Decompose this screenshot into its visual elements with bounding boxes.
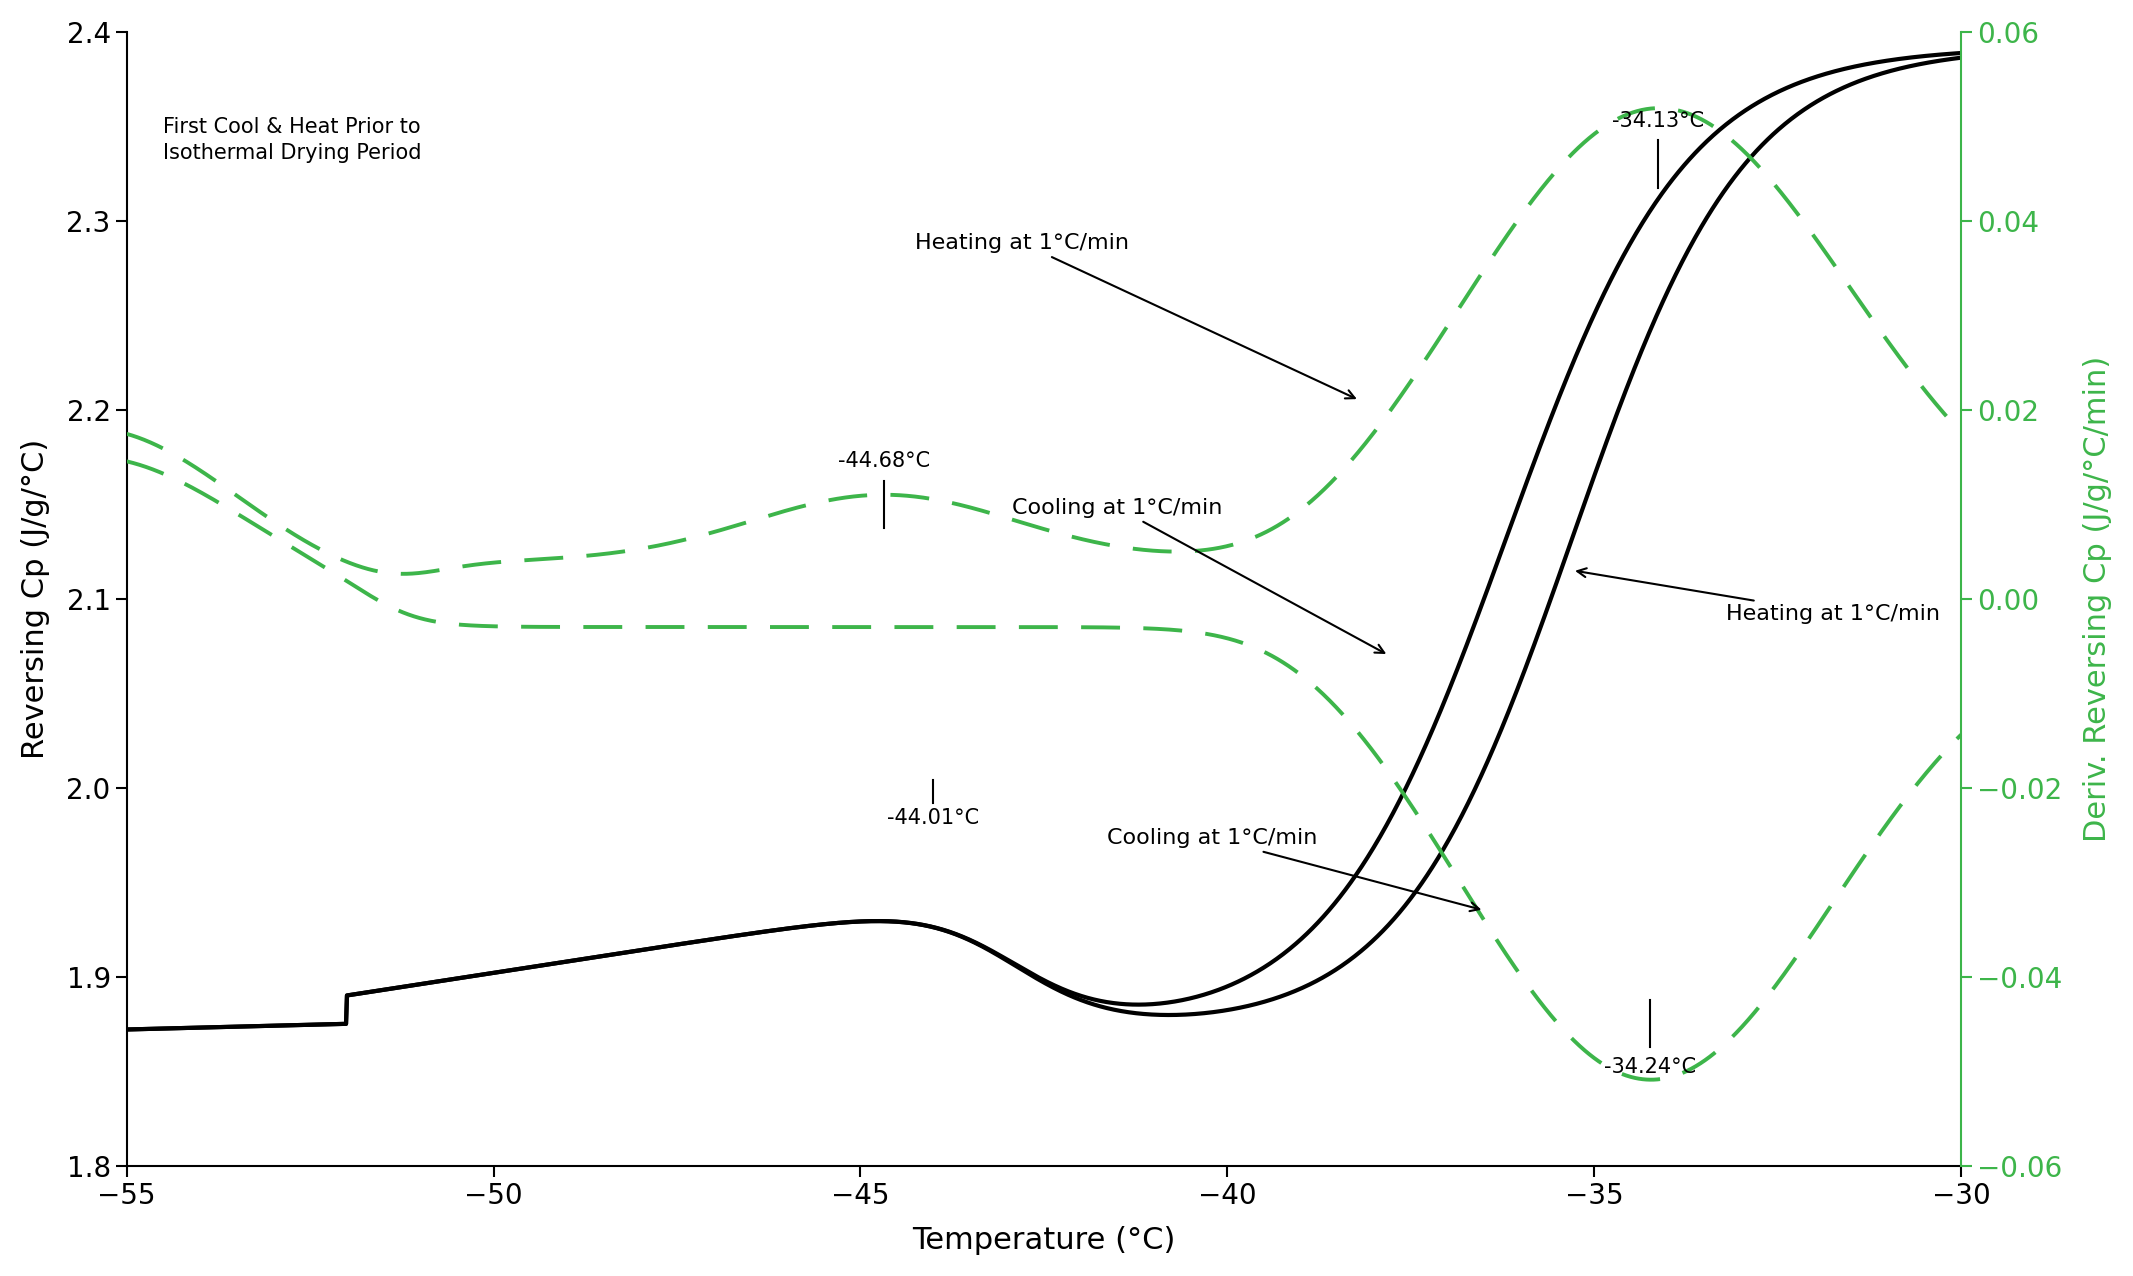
Text: -34.24°C: -34.24°C [1604,1057,1696,1077]
X-axis label: Temperature (°C): Temperature (°C) [913,1226,1175,1256]
Text: Cooling at 1°C/min: Cooling at 1°C/min [1107,828,1478,911]
Text: Cooling at 1°C/min: Cooling at 1°C/min [1011,498,1384,653]
Text: -44.01°C: -44.01°C [887,809,979,828]
Text: First Cool & Heat Prior to
Isothermal Drying Period: First Cool & Heat Prior to Isothermal Dr… [164,117,422,163]
Text: -44.68°C: -44.68°C [838,452,930,471]
Text: Heating at 1°C/min: Heating at 1°C/min [915,234,1354,398]
Text: -34.13°C: -34.13°C [1613,111,1704,131]
Y-axis label: Reversing Cp (J/g/°C): Reversing Cp (J/g/°C) [21,439,49,759]
Text: Heating at 1°C/min: Heating at 1°C/min [1576,568,1941,624]
Y-axis label: Deriv. Reversing Cp (J/g/°C/min): Deriv. Reversing Cp (J/g/°C/min) [2084,356,2112,842]
